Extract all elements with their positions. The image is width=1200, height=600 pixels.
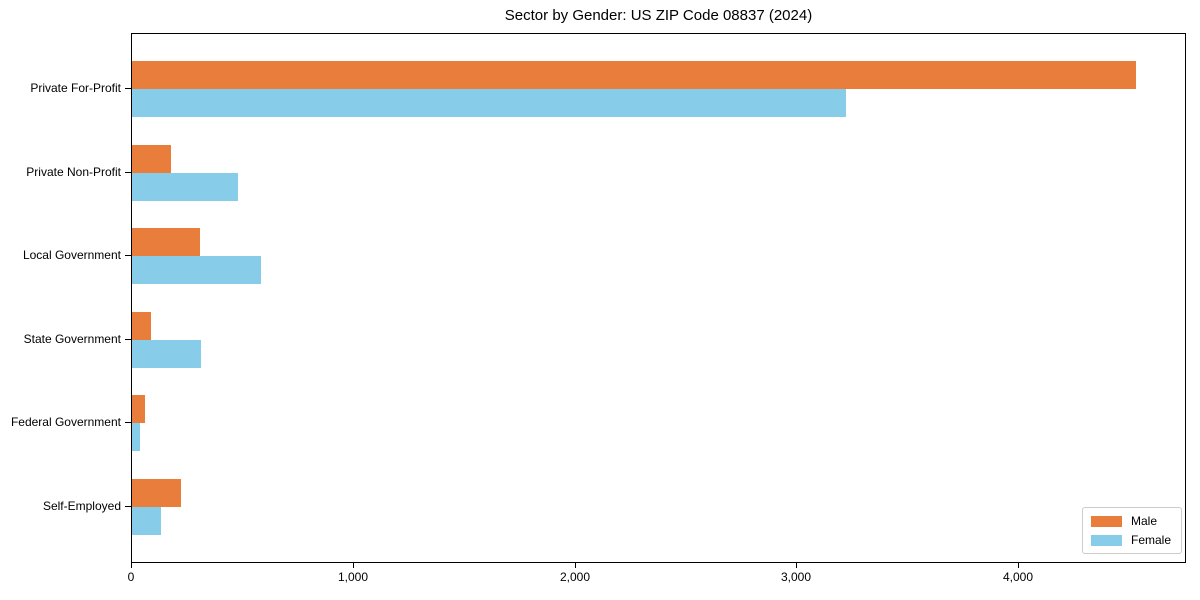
x-tick-mark — [131, 563, 132, 568]
x-tick-label: 4,000 — [1002, 570, 1034, 584]
x-tick-mark — [1018, 563, 1019, 568]
y-tick-mark — [125, 422, 131, 423]
bar-male — [132, 61, 1136, 89]
y-tick-label: Private Non-Profit — [26, 165, 121, 179]
bar-female — [132, 173, 238, 201]
chart-title: Sector by Gender: US ZIP Code 08837 (202… — [504, 7, 813, 24]
x-tick-label: 1,000 — [337, 570, 369, 584]
y-tick-label: Local Government — [22, 248, 121, 262]
legend-entry: Female — [1090, 533, 1171, 547]
y-tick-label: State Government — [23, 332, 121, 346]
bars-layer — [132, 34, 1185, 562]
x-tick-mark — [575, 563, 576, 568]
y-tick-label: Self-Employed — [42, 499, 121, 513]
bar-female — [132, 89, 846, 117]
bar-male — [132, 228, 200, 256]
x-tick-mark — [796, 563, 797, 568]
y-tick-mark — [125, 172, 131, 173]
legend-label: Male — [1130, 514, 1157, 528]
bar-male — [132, 479, 181, 507]
x-tick-label: 2,000 — [559, 570, 591, 584]
bar-female — [132, 423, 140, 451]
y-tick-mark — [125, 255, 131, 256]
bar-female — [132, 256, 261, 284]
y-tick-mark — [125, 88, 131, 89]
legend-swatch-male — [1090, 515, 1122, 527]
plot-area: Male Female — [131, 33, 1186, 563]
bar-male — [132, 312, 151, 340]
legend-label: Female — [1130, 533, 1171, 547]
y-tick-label: Federal Government — [10, 415, 121, 429]
y-tick-mark — [125, 339, 131, 340]
y-tick-label: Private For-Profit — [30, 81, 121, 95]
bar-female — [132, 340, 201, 368]
x-tick-label: 0 — [127, 570, 135, 584]
legend-swatch-female — [1090, 534, 1122, 546]
legend: Male Female — [1081, 507, 1182, 554]
legend-entry: Male — [1090, 514, 1171, 528]
x-tick-mark — [353, 563, 354, 568]
bar-male — [132, 145, 171, 173]
y-tick-mark — [125, 506, 131, 507]
x-tick-label: 3,000 — [780, 570, 812, 584]
bar-male — [132, 395, 145, 423]
bar-female — [132, 507, 161, 535]
